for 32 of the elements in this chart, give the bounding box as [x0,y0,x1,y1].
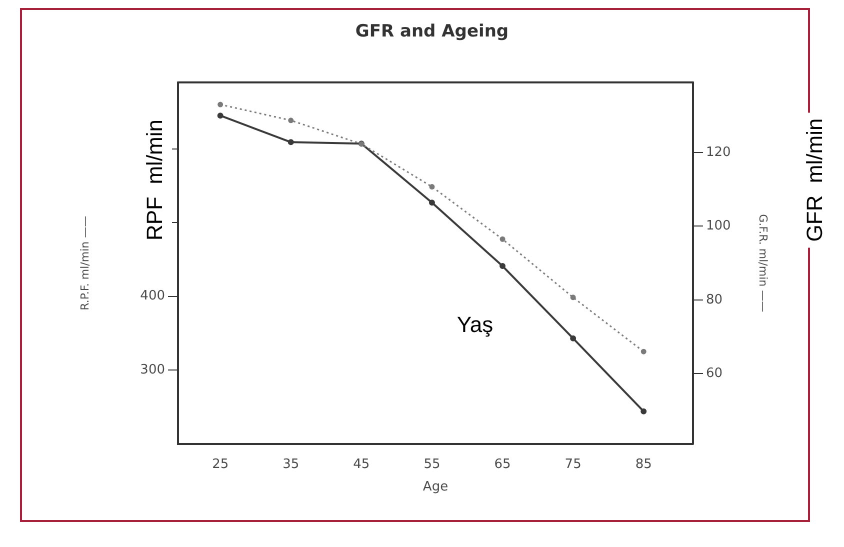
y2-tick-label: 100 [706,218,731,234]
point [218,102,224,108]
point [429,184,435,190]
y2-tick-label: 60 [706,366,723,382]
point [217,112,224,119]
point [500,263,506,270]
x-tick-label: 45 [353,456,370,472]
x-tick-label: 55 [424,456,440,472]
x-axis-title: Age [422,480,448,495]
y2-tick-label: 80 [706,292,723,308]
x-tick-label: 85 [635,456,652,472]
point [428,200,435,206]
point [640,408,647,414]
annotation: Yaş [450,308,500,342]
point [288,118,294,124]
y-tick-label: 300 [140,362,165,378]
x-tick-label: 25 [212,456,229,472]
y2-tick-label: 120 [706,144,731,160]
x-tick-label: 75 [564,456,582,472]
y-tick-label: 400 [140,288,165,304]
point [570,335,576,342]
y-axis-title: R.P.F. ml/min —— [78,216,92,310]
point [570,294,576,300]
point [500,236,506,242]
text: RPF ml/min [138,114,172,246]
point [288,139,294,146]
x-tick-label: 65 [494,456,511,472]
text: GFR ml/min [798,112,832,248]
chart-title: GFR and Ageing [355,22,509,42]
x-tick-label: 35 [282,456,300,472]
y2-axis-title: G.F.R. ml/min —— [756,214,770,312]
point [640,348,646,354]
